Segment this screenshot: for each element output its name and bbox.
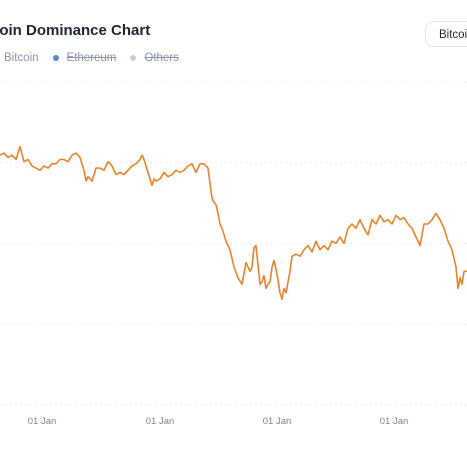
chart-title: tcoin Dominance Chart — [0, 22, 151, 39]
legend-item-ethereum[interactable]: Ethereum — [52, 52, 117, 64]
legend-label: Others — [144, 52, 179, 64]
legend-item-others[interactable]: Others — [130, 52, 179, 64]
chart-legend: Bitcoin Ethereum Others — [0, 52, 193, 64]
legend-label: Bitcoin — [4, 52, 39, 64]
legend-dot-icon — [130, 55, 137, 61]
x-axis-ticks: 01 Jan 01 Jan 01 Jan 01 Jan — [28, 416, 409, 427]
series-line-bitcoin — [0, 145, 467, 301]
x-tick-label: 01 Jan — [28, 416, 57, 427]
x-tick-label: 01 Jan — [263, 416, 292, 427]
legend-dot-icon — [52, 55, 59, 61]
chart-series — [0, 145, 467, 301]
legend-label: Ethereum — [66, 52, 117, 64]
legend-item-bitcoin[interactable]: Bitcoin — [0, 52, 39, 64]
x-tick-label: 01 Jan — [380, 416, 409, 427]
x-tick-label: 01 Jan — [146, 416, 175, 427]
chart-grid — [0, 81, 467, 406]
chart-toggle-button[interactable]: Bitcoi — [425, 21, 467, 47]
